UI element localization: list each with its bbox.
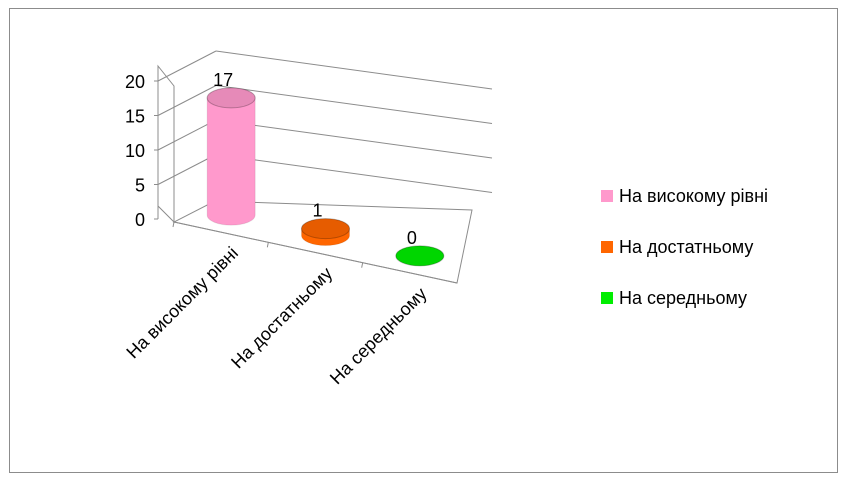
x-tick-label: На середньому (326, 284, 431, 389)
bar-top (206, 87, 256, 109)
legend-item: На достатньому (601, 235, 768, 259)
x-tick (361, 262, 364, 268)
y-tick-label: 5 (135, 176, 145, 196)
gridline (215, 50, 493, 90)
y-tick-label: 0 (135, 210, 145, 230)
x-axis-line (173, 221, 458, 284)
y-tick-label: 20 (125, 72, 145, 92)
y-axis-tick-labels: 0 5 10 15 20 (125, 72, 145, 230)
chart-bars (206, 87, 445, 267)
gridline (157, 119, 217, 151)
legend-item: На середньому (601, 286, 768, 310)
bar-top (395, 245, 445, 267)
left-wall (157, 64, 175, 224)
data-label: 17 (213, 70, 233, 90)
gridline (215, 119, 493, 159)
gridline (215, 85, 493, 124)
x-tick (172, 221, 175, 228)
gridline (157, 50, 217, 82)
legend-label: На високому рівні (619, 185, 769, 206)
legend-item: На високому рівні (601, 184, 768, 208)
data-label: 0 (407, 228, 417, 248)
chart-gridlines (157, 50, 493, 193)
legend-label: На середньому (619, 287, 748, 308)
chart-axes (154, 80, 458, 284)
gridline (157, 85, 217, 116)
data-label: 1 (312, 201, 322, 221)
x-tick-label: На високому рівні (122, 243, 242, 363)
legend-swatch (601, 190, 613, 202)
legend-swatch (601, 292, 613, 304)
chart-frame (9, 8, 838, 473)
x-tick-label: На достатньому (227, 263, 336, 372)
y-tick-label: 15 (125, 107, 145, 127)
x-tick (266, 242, 269, 248)
chart-legend: На високому рівні На достатньому На сере… (601, 184, 768, 337)
bar-top (301, 218, 350, 240)
y-tick-label: 10 (125, 141, 145, 161)
gridline (215, 154, 493, 193)
gridline (157, 154, 217, 185)
bar-cylinder (206, 97, 256, 226)
legend-label: На достатньому (619, 236, 754, 257)
legend-swatch (601, 241, 613, 253)
